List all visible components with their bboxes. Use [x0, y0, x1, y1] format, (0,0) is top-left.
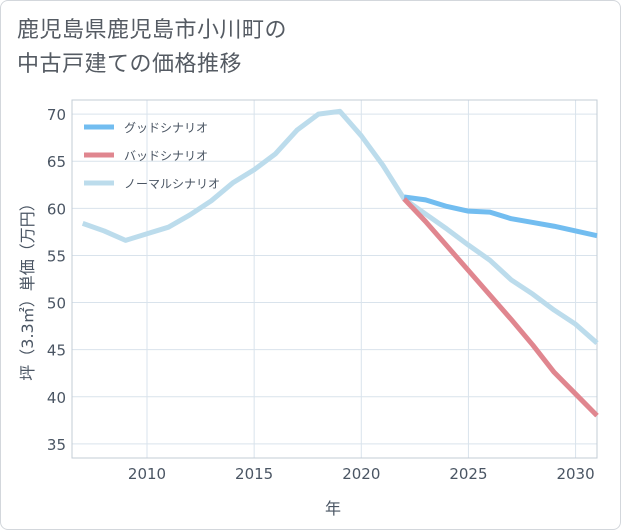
- x-tick-label: 2010: [128, 465, 166, 483]
- y-tick-label: 40: [47, 389, 66, 407]
- x-tick-label: 2020: [342, 465, 380, 483]
- legend-label: バッドシナリオ: [124, 149, 208, 163]
- y-tick-label: 65: [47, 153, 66, 171]
- legend-label: グッドシナリオ: [124, 121, 208, 135]
- x-tick-label: 2025: [449, 465, 487, 483]
- plot-area-border: [71, 99, 598, 459]
- series-line-bad: [402, 197, 599, 418]
- y-tick-label: 70: [47, 106, 66, 124]
- x-tick-label: 2030: [556, 465, 594, 483]
- y-tick-label: 50: [47, 295, 66, 313]
- legend-label: ノーマルシナリオ: [124, 177, 220, 191]
- series-line-good: [403, 194, 598, 239]
- y-tick-label: 55: [47, 247, 66, 265]
- y-axis-label: 坪（3.3㎡）単価（万円）: [18, 195, 37, 380]
- y-tick-label: 35: [47, 436, 66, 454]
- series-line-normal: [81, 108, 599, 345]
- y-tick-label: 45: [47, 342, 66, 360]
- x-tick-label: 2015: [235, 465, 273, 483]
- chart-title: 鹿児島県鹿児島市小川町の 中古戸建ての価格推移: [17, 18, 288, 77]
- y-tick-label: 60: [47, 200, 66, 218]
- x-axis-label: 年: [325, 499, 341, 518]
